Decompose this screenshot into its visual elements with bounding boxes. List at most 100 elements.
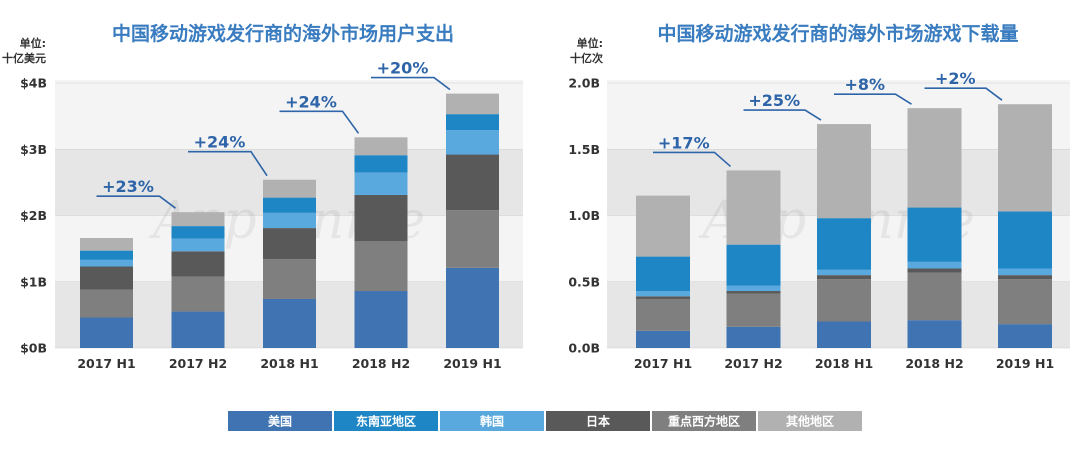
growth-connector bbox=[279, 110, 360, 134]
bar-segment-美国 bbox=[636, 330, 690, 348]
bar-segment-重点西方地区 bbox=[446, 210, 499, 268]
x-tick-label: 2018 H1 bbox=[260, 356, 318, 371]
bar-segment-日本 bbox=[446, 154, 499, 211]
y-tick-label: 2.0B bbox=[568, 76, 600, 91]
bar-segment-韩国 bbox=[263, 212, 316, 229]
growth-connector bbox=[653, 151, 732, 168]
bar-segment-日本 bbox=[80, 266, 133, 290]
x-tick-label: 2019 H1 bbox=[443, 356, 501, 371]
bar-segment-重点西方地区 bbox=[354, 241, 408, 292]
y-tick-label: $1B bbox=[20, 274, 47, 289]
bar-segment-韩国 bbox=[817, 269, 871, 276]
bar-segment-韩国 bbox=[998, 268, 1052, 276]
bar-segment-东南亚地区 bbox=[446, 114, 499, 131]
legend-label: 其他地区 bbox=[786, 414, 834, 429]
y-tick-label: $4B bbox=[20, 76, 47, 91]
chart-1-title: 中国移动游戏发行商的海外市场用户支出 bbox=[112, 22, 454, 45]
y-tick-label: 0.5B bbox=[568, 274, 600, 289]
x-tick-label: 2017 H1 bbox=[634, 356, 692, 371]
bar-segment-东南亚地区 bbox=[817, 218, 871, 270]
legend-label: 美国 bbox=[268, 414, 292, 429]
bar-segment-东南亚地区 bbox=[998, 211, 1052, 269]
bar-segment-美国 bbox=[998, 324, 1052, 348]
bar-segment-重点西方地区 bbox=[998, 279, 1052, 325]
legend-label: 东南亚地区 bbox=[356, 414, 416, 429]
x-tick-label: 2018 H1 bbox=[815, 356, 873, 371]
bar-segment-东南亚地区 bbox=[171, 226, 225, 239]
growth-label: +2% bbox=[935, 69, 976, 88]
bar-segment-日本 bbox=[636, 296, 690, 299]
x-tick-label: 2018 H2 bbox=[905, 356, 963, 371]
growth-label: +23% bbox=[102, 177, 154, 196]
legend-swatch bbox=[440, 411, 544, 431]
legend-swatch bbox=[228, 411, 332, 431]
bar-segment-其他地区 bbox=[907, 108, 962, 208]
bar-segment-韩国 bbox=[636, 291, 690, 297]
bar-segment-美国 bbox=[726, 326, 781, 348]
growth-connector bbox=[371, 76, 451, 91]
y-tick-label: 0.0B bbox=[568, 341, 600, 356]
bar-segment-日本 bbox=[171, 251, 225, 277]
legend-swatch bbox=[758, 411, 862, 431]
chart-1-unit-line1: 单位: bbox=[20, 36, 46, 50]
plot-band bbox=[607, 80, 1070, 83]
bar-segment-重点西方地区 bbox=[817, 279, 871, 322]
bar-segment-美国 bbox=[354, 291, 408, 348]
bar-segment-其他地区 bbox=[998, 104, 1052, 212]
x-tick-label: 2019 H1 bbox=[996, 356, 1054, 371]
growth-label: +20% bbox=[377, 59, 429, 78]
bar-segment-重点西方地区 bbox=[636, 298, 690, 331]
y-tick-label: 1.5B bbox=[568, 142, 600, 157]
bar-segment-美国 bbox=[907, 320, 962, 348]
bar-segment-美国 bbox=[80, 317, 133, 348]
growth-connector bbox=[743, 109, 822, 121]
legend-label: 重点西方地区 bbox=[668, 414, 740, 429]
bar-segment-美国 bbox=[263, 298, 316, 348]
legend-swatch bbox=[652, 411, 756, 431]
bar-segment-其他地区 bbox=[636, 195, 690, 257]
x-tick-label: 2017 H2 bbox=[724, 356, 782, 371]
bar-segment-其他地区 bbox=[354, 137, 408, 156]
bar-segment-东南亚地区 bbox=[726, 244, 781, 286]
bar-segment-其他地区 bbox=[817, 124, 871, 219]
bar-segment-日本 bbox=[726, 291, 781, 294]
bar-segment-东南亚地区 bbox=[80, 250, 133, 260]
legend: 美国 东南亚地区 韩国 日本 重点西方地区 其他地区 bbox=[228, 411, 862, 431]
bar-segment-重点西方地区 bbox=[726, 293, 781, 327]
bar-segment-其他地区 bbox=[446, 93, 499, 115]
growth-connector bbox=[834, 93, 912, 105]
legend-swatch bbox=[546, 411, 650, 431]
bar-segment-其他地区 bbox=[80, 238, 133, 251]
chart-1-unit-line2: 十亿美元 bbox=[2, 51, 46, 65]
growth-connector bbox=[96, 195, 176, 209]
bar-segment-韩国 bbox=[354, 172, 408, 195]
y-tick-label: 1.0B bbox=[568, 208, 600, 223]
growth-connector bbox=[188, 150, 268, 177]
chart-2-unit-line2: 十亿次 bbox=[570, 51, 603, 65]
plot-band bbox=[55, 83, 523, 150]
legend-label: 韩国 bbox=[480, 414, 504, 429]
bar-segment-韩国 bbox=[171, 238, 225, 252]
bar-segment-韩国 bbox=[907, 261, 962, 269]
x-tick-label: 2018 H2 bbox=[352, 356, 410, 371]
bar-segment-其他地区 bbox=[726, 170, 781, 245]
bar-segment-美国 bbox=[817, 321, 871, 348]
y-tick-label: $0B bbox=[20, 341, 47, 356]
legend-label: 日本 bbox=[586, 414, 610, 429]
bar-segment-重点西方地区 bbox=[171, 276, 225, 312]
bar-segment-重点西方地区 bbox=[907, 272, 962, 321]
bar-segment-日本 bbox=[817, 275, 871, 280]
bar-segment-日本 bbox=[354, 194, 408, 242]
bar-segment-韩国 bbox=[726, 285, 781, 292]
bar-segment-韩国 bbox=[80, 259, 133, 267]
bar-segment-重点西方地区 bbox=[80, 289, 133, 318]
plot-band bbox=[55, 80, 523, 83]
chart-2-unit-line1: 单位: bbox=[577, 36, 603, 50]
bar-segment-美国 bbox=[171, 311, 225, 348]
bar-segment-东南亚地区 bbox=[263, 197, 316, 213]
bar-segment-东南亚地区 bbox=[636, 256, 690, 292]
